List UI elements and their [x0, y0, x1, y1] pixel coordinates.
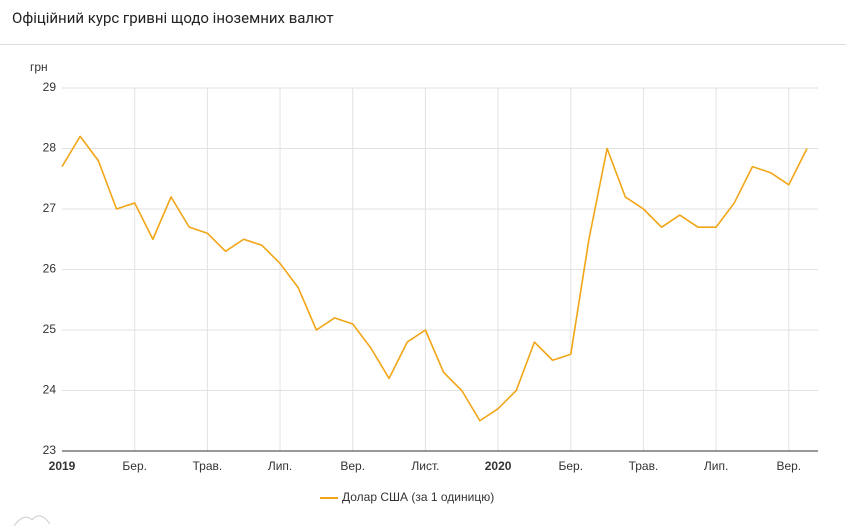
y-tick-label: 25: [43, 322, 57, 336]
line: [61, 135, 808, 422]
x-tick-label: Бер.: [558, 459, 583, 473]
legend-label: Долар США (за 1 одиницю): [342, 490, 494, 504]
y-tick-label: 23: [43, 443, 57, 457]
y-tick-label: 24: [43, 383, 57, 397]
y-tick-label: 27: [43, 201, 57, 215]
x-tick-label: Бер.: [122, 459, 147, 473]
y-tick-label: 29: [43, 80, 57, 94]
x-tick-label: Лип.: [704, 459, 728, 473]
chart-title: Офіційний курс гривні щодо іноземних вал…: [12, 9, 334, 27]
x-tick-label: Лип.: [268, 459, 292, 473]
y-tick-label: 28: [43, 141, 57, 155]
x-tick-label: Лист.: [411, 459, 439, 473]
x-tick-label: 2019: [49, 459, 76, 473]
x-tick-label: Трав.: [193, 459, 223, 473]
y-axis-label: грн: [30, 60, 48, 74]
y-tick-label: 26: [43, 262, 57, 276]
x-tick-label: Вер.: [776, 459, 801, 473]
x-tick-label: Трав.: [629, 459, 659, 473]
logo: [13, 515, 51, 526]
x-tick-label: Вер.: [340, 459, 365, 473]
separator: [0, 44, 846, 45]
x-tick-label: 2020: [485, 459, 512, 473]
